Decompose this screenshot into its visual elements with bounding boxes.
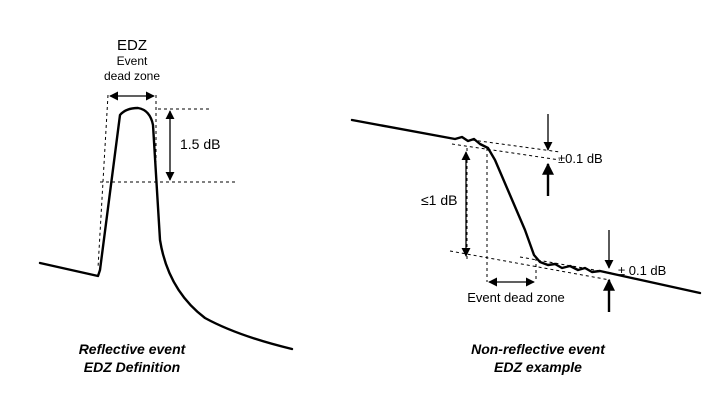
right-caption-line2: EDZ example (494, 359, 582, 375)
lower-tolerance-line-b (519, 256, 613, 274)
left-caption-line1: Reflective event (79, 341, 187, 357)
left-caption-line2: EDZ Definition (84, 359, 180, 375)
reflective-event-panel: EDZ Event dead zone 1.5 dB Reflective ev… (38, 37, 294, 375)
lower-tolerance-line-a (449, 250, 611, 281)
dead-zone-label: Event dead zone (467, 290, 565, 305)
edz-title: EDZ (117, 37, 147, 54)
upper-tolerance-line-a (451, 143, 561, 161)
drop-label: ≤1 dB (421, 192, 457, 208)
height-label: 1.5 dB (180, 136, 220, 152)
edz-subtitle-line1: Event (117, 54, 148, 68)
right-caption-line1: Non-reflective event (471, 341, 606, 357)
lower-tolerance-label: ± 0.1 dB (618, 263, 666, 278)
reflective-trace (38, 106, 294, 351)
non-reflective-trace (350, 118, 702, 295)
edz-subtitle-line2: dead zone (104, 69, 160, 83)
upper-tolerance-label: ±0.1 dB (558, 151, 603, 166)
non-reflective-event-panel: ±0.1 dB ± 0.1 dB ≤1 dB Event dead zone N… (350, 114, 702, 375)
